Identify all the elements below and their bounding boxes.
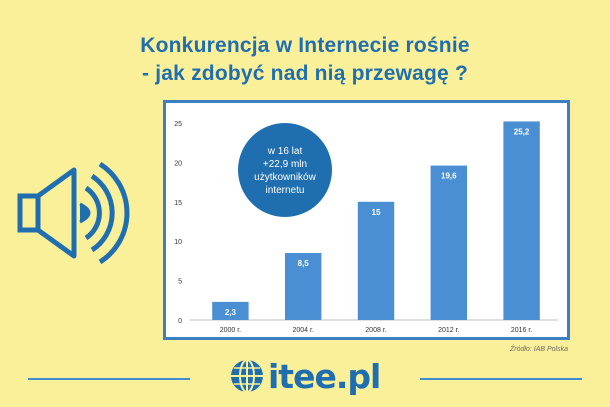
chart-panel: 0 5 10 15 20 25 2,3 8,5 15 19,6 25,2 2000 r. 2004 … (163, 100, 570, 340)
footer-line-right (420, 378, 582, 380)
bar-chart: 0 5 10 15 20 25 2,3 8,5 15 19,6 25,2 2000 r. 2004 … (174, 121, 558, 334)
y-tick-label: 0 (178, 318, 182, 325)
source-note: Źródło: IAB Polska (510, 346, 568, 353)
callout-line-3: użytkowników (254, 172, 316, 183)
bar-value-label: 19,6 (441, 172, 457, 181)
bar (503, 121, 540, 320)
bar (212, 301, 249, 320)
callout-line-2: +22,9 mln (263, 159, 307, 170)
callout-bubble: w 16 lat +22,9 mln użytkowników internet… (238, 123, 332, 217)
bars: 2,3 8,5 15 19,6 25,2 (212, 121, 540, 320)
x-axis: 2000 r. 2004 r. 2008 r. 2012 r. 2016 r. (220, 327, 533, 334)
bar-value-label: 25,2 (514, 127, 530, 136)
callout-line-4: internetu (266, 185, 305, 196)
bar-value-label: 2,3 (225, 308, 237, 317)
bar (430, 165, 467, 320)
y-tick-label: 15 (174, 200, 182, 207)
y-tick-label: 20 (174, 160, 182, 167)
bar-value-label: 8,5 (298, 259, 310, 268)
page-title: Konkurencja w Internecie rośnie - jak zd… (0, 32, 610, 88)
x-tick-label: 2004 r. (292, 327, 313, 334)
brand-logo: itee.pl (229, 356, 381, 396)
x-tick-label: 2012 r. (438, 327, 459, 334)
title-line-1: Konkurencja w Internecie rośnie (140, 34, 470, 57)
speaker-icon (17, 161, 130, 265)
bar-value-label: 15 (372, 208, 381, 217)
x-tick-label: 2008 r. (365, 327, 386, 334)
brand-name: itee.pl (268, 356, 381, 396)
footer-line-left (28, 378, 190, 380)
y-tick-label: 5 (178, 279, 182, 286)
globe-icon (231, 359, 263, 393)
bar (285, 253, 322, 320)
x-tick-label: 2000 r. (220, 327, 241, 334)
bar (357, 201, 395, 320)
y-tick-label: 25 (174, 121, 182, 128)
callout-line-1: w 16 lat (267, 146, 303, 157)
title-line-2: - jak zdobyć nad nią przewagę ? (142, 62, 468, 85)
x-tick-label: 2016 r. (511, 327, 532, 334)
y-tick-label: 10 (174, 239, 182, 246)
